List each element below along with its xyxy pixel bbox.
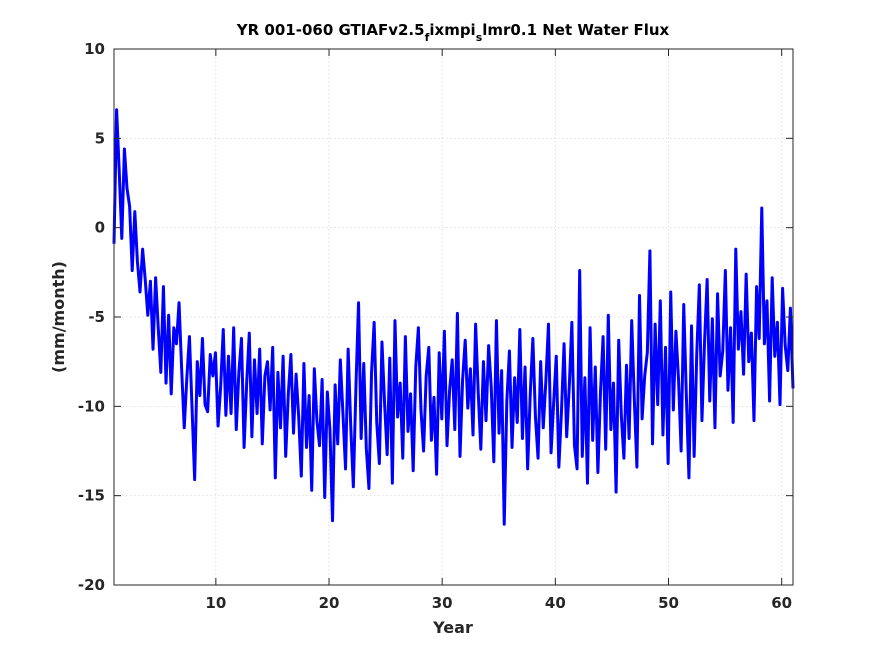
x-tick-label: 40 xyxy=(545,594,566,612)
tick-marks xyxy=(114,48,793,586)
x-tick-labels: 10 20 30 40 50 60 xyxy=(205,594,792,612)
x-tick-label: 30 xyxy=(432,594,453,612)
y-tick-label: 0 xyxy=(95,219,105,237)
y-tick-label: -15 xyxy=(78,487,105,505)
y-tick-label: 10 xyxy=(84,40,105,58)
y-tick-label: -20 xyxy=(78,576,105,594)
x-tick-label: 60 xyxy=(771,594,792,612)
x-tick-label: 50 xyxy=(658,594,679,612)
x-tick-label: 20 xyxy=(319,594,340,612)
chart-title: YR 001-060 GTIAFv2.5fixmpislmr0.1 Net Wa… xyxy=(236,21,670,44)
y-tick-label: -5 xyxy=(88,308,105,326)
y-tick-label: -10 xyxy=(78,397,105,415)
x-axis-label: Year xyxy=(432,618,473,637)
y-tick-label: 5 xyxy=(95,129,105,147)
y-tick-labels: 10 5 0 -5 -10 -15 -20 xyxy=(78,40,105,594)
x-tick-label: 10 xyxy=(205,594,226,612)
y-axis-label: (mm/month) xyxy=(49,261,68,373)
series-layer xyxy=(112,108,795,526)
series-line xyxy=(112,108,795,526)
